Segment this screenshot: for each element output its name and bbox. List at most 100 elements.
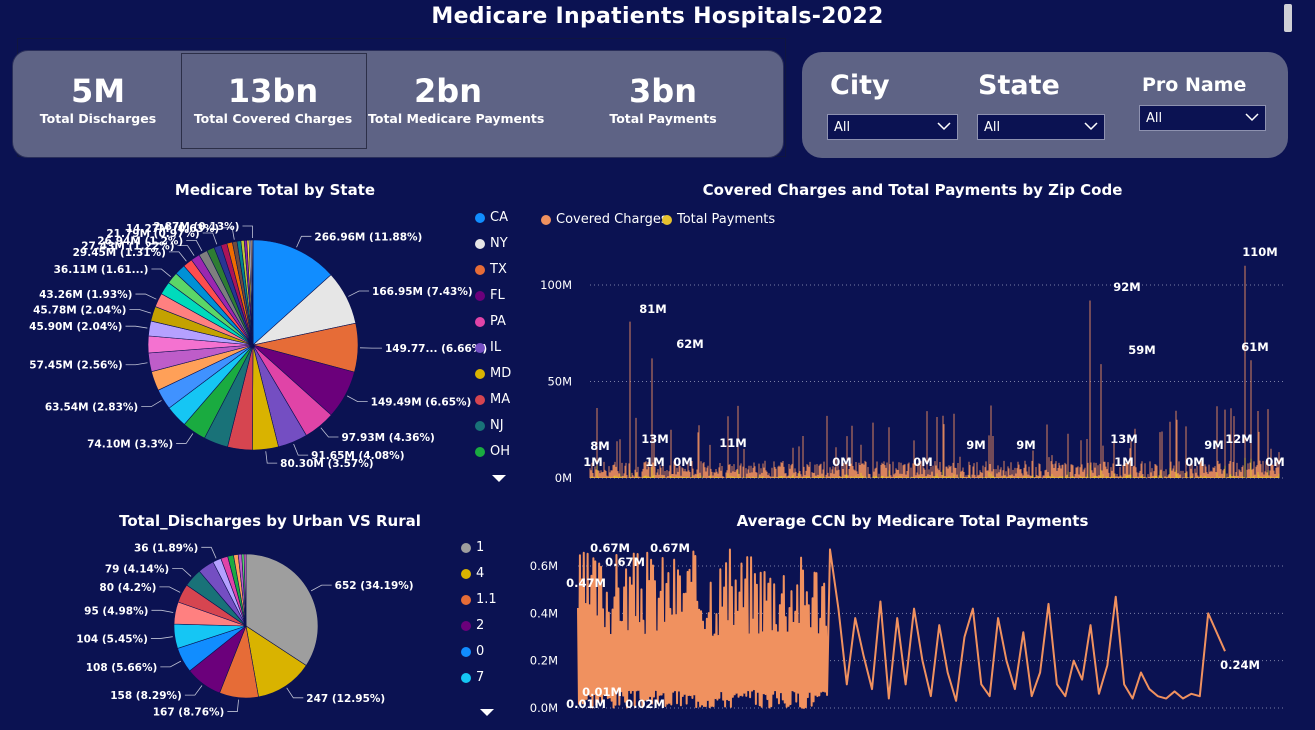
scrollbar[interactable]: [1284, 4, 1292, 32]
bar-data-label: 61M: [1241, 340, 1268, 354]
legend-dot: [461, 542, 471, 553]
y-tick-label: 0.6M: [530, 559, 558, 573]
line-series[interactable]: [577, 548, 1226, 709]
pie-leader-line: [168, 251, 187, 262]
pie-data-label: 108 (5.66%): [86, 662, 158, 674]
legend-item-pa[interactable]: PA: [475, 314, 506, 329]
legend-dot: [461, 594, 471, 605]
legend-dot: [475, 342, 485, 353]
state-pie-title: Medicare Total by State: [174, 181, 376, 199]
kpi-panel: 5M Total Discharges 13bn Total Covered C…: [12, 50, 784, 158]
urban-pie-title: Total_Discharges by Urban VS Rural: [119, 512, 421, 530]
line-data-label: 0.67M: [650, 541, 690, 555]
legend-label: 0: [476, 644, 485, 659]
bar-data-label: 13M: [1110, 432, 1137, 446]
legend-label: 1: [476, 540, 485, 555]
city-filter-select[interactable]: All: [827, 114, 958, 140]
pie-leader-line: [201, 546, 217, 559]
legend-dot: [475, 290, 485, 301]
state-pie-chart[interactable]: 266.96M (11.88%) 166.95M (7.43%) 149.77...…: [0, 200, 520, 490]
kpi-total-medicare-payments[interactable]: 2bn Total Medicare Payments: [368, 71, 544, 126]
pro-name-filter-select[interactable]: All: [1139, 105, 1266, 131]
line-data-label: 0.67M: [590, 541, 630, 555]
legend-label: OH: [490, 444, 511, 459]
legend-item-1-1[interactable]: 1.1: [461, 592, 497, 607]
legend-item-nj[interactable]: NJ: [475, 418, 504, 433]
bar-data-label: 1M: [645, 455, 664, 469]
zip-legend-covered-charges: Covered Charges: [541, 212, 668, 227]
kpi-total-discharges[interactable]: 5M Total Discharges: [28, 71, 168, 126]
pie-data-label: 45.90M (2.04%): [29, 321, 122, 333]
pie-slice[interactable]: [243, 553, 247, 627]
city-filter-value: All: [834, 120, 851, 135]
pie-data-label: 14.27M (0.63%): [126, 223, 219, 235]
pie-leader-line: [150, 636, 173, 639]
ccn-line-title: Average CCN by Medicare Total Payments: [736, 512, 1089, 530]
kpi-label: Total Payments: [609, 111, 717, 126]
bar-data-label: 92M: [1113, 280, 1140, 294]
legend-item-md[interactable]: MD: [475, 366, 511, 381]
legend-item-2[interactable]: 2: [461, 618, 484, 633]
zip-legend-total-payments: Total Payments: [662, 212, 775, 227]
state-filter-label: State: [978, 70, 1060, 101]
y-tick-label: 100M: [540, 278, 572, 292]
pie-slice[interactable]: [251, 239, 254, 346]
legend-item-oh[interactable]: OH: [475, 444, 510, 459]
pie-data-label: 167 (8.76%): [153, 707, 225, 719]
zip-bar-chart[interactable]: 0M 50M 100M 81M 62M 92M 59M 110M 61M 8M 1M 13M 1M 0M 1…: [520, 230, 1290, 492]
state-filter-select[interactable]: All: [977, 114, 1105, 140]
pie-data-label: 158 (8.29%): [110, 690, 182, 702]
legend-label: FL: [490, 288, 505, 303]
pie-data-label: 63.54M (2.83%): [45, 402, 138, 414]
legend-item-1[interactable]: 1: [461, 540, 484, 555]
pie-data-label: 95 (4.98%): [84, 605, 148, 617]
legend-item-4[interactable]: 4: [461, 566, 484, 581]
bar-data-label: 13M: [641, 432, 668, 446]
pie-slice[interactable]: [252, 239, 332, 346]
legend-item-tx[interactable]: TX: [475, 262, 507, 277]
line-data-label: 0.01M: [566, 697, 606, 711]
legend-item-ca[interactable]: CA: [475, 210, 508, 225]
legend-scroll-down-icon[interactable]: [479, 708, 495, 718]
kpi-value: 5M: [70, 72, 126, 110]
filter-panel: City All State All Pro Name All: [802, 52, 1288, 158]
pie-data-label: 57.45M (2.56%): [29, 360, 122, 372]
pro-name-filter-label: Pro Name: [1142, 74, 1247, 96]
city-filter-label: City: [830, 70, 890, 101]
legend-item-ny[interactable]: NY: [475, 236, 508, 251]
pie-leader-line: [296, 235, 312, 248]
pie-slice[interactable]: [245, 625, 307, 698]
bar-data-label: 0M: [1265, 455, 1284, 469]
kpi-label: Total Discharges: [39, 111, 157, 126]
legend-item-ma[interactable]: MA: [475, 392, 510, 407]
legend-item-il[interactable]: IL: [475, 340, 501, 355]
pie-leader-line: [125, 362, 148, 366]
legend-dot: [541, 214, 551, 225]
pie-leader-line: [125, 325, 148, 329]
pie-leader-line: [151, 609, 174, 613]
urban-pie-chart[interactable]: 652 (34.19%) 247 (12.95%) 167 (8.76%) 158 (…: [0, 530, 460, 730]
ccn-line-chart[interactable]: 0.0M0.2M0.4M0.6M0.67M 0.67M0.67M0.47M0.24…: [520, 535, 1290, 730]
bar-data-label: 12M: [1225, 432, 1252, 446]
pie-data-label: 27.43M (1.22%): [81, 241, 174, 253]
pie-leader-line: [186, 240, 203, 252]
legend-dot: [461, 620, 471, 631]
legend-dot: [475, 420, 485, 431]
bar-data-label: 110M: [1242, 245, 1277, 259]
legend-label: TX: [490, 262, 507, 277]
pie-leader-line: [202, 232, 218, 245]
legend-item-fl[interactable]: FL: [475, 288, 505, 303]
legend-item-0[interactable]: 0: [461, 644, 484, 659]
line-data-label: 0.24M: [1220, 658, 1260, 672]
legend-dot: [475, 238, 485, 249]
kpi-total-covered-charges[interactable]: 13bn Total Covered Charges: [193, 71, 353, 126]
legend-scroll-down-icon[interactable]: [491, 474, 507, 484]
pie-leader-line: [242, 225, 253, 239]
pie-data-label: 80 (4.2%): [99, 582, 156, 594]
bar-data-label: 0M: [673, 455, 692, 469]
kpi-total-payments[interactable]: 3bn Total Payments: [583, 71, 743, 126]
kpi-selected-frame: [181, 53, 367, 149]
pie-data-label: 2.87M (0.13%): [153, 221, 239, 233]
pie-leader-line: [151, 268, 171, 277]
legend-item-7[interactable]: 7: [461, 670, 484, 685]
